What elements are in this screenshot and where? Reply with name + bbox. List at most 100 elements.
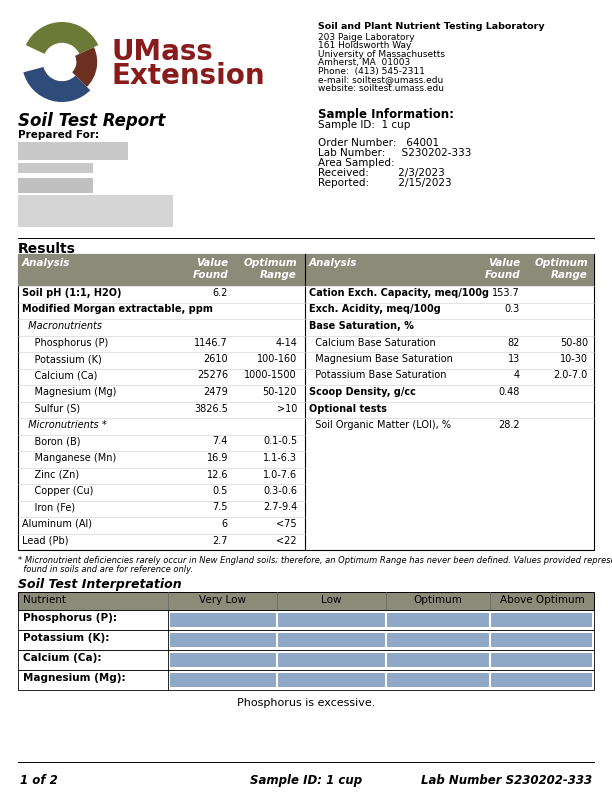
Text: Nutrient: Nutrient: [23, 595, 66, 605]
Text: 6.2: 6.2: [212, 288, 228, 298]
Text: Sample ID: 1 cup: Sample ID: 1 cup: [250, 774, 362, 787]
FancyBboxPatch shape: [18, 254, 305, 286]
Text: Extension: Extension: [112, 62, 266, 90]
Text: Modified Morgan extractable, ppm: Modified Morgan extractable, ppm: [22, 304, 213, 314]
Text: 7.4: 7.4: [212, 436, 228, 447]
FancyBboxPatch shape: [18, 592, 594, 610]
Text: 82: 82: [507, 337, 520, 348]
Text: Soil and Plant Nutrient Testing Laboratory: Soil and Plant Nutrient Testing Laborato…: [318, 22, 545, 31]
Text: e-mail: soiltest@umass.edu: e-mail: soiltest@umass.edu: [318, 75, 443, 85]
Text: Scoop Density, g/cc: Scoop Density, g/cc: [309, 387, 416, 397]
Text: 7.5: 7.5: [212, 502, 228, 512]
Text: Sample Information:: Sample Information:: [318, 108, 454, 121]
Text: Copper (Cu): Copper (Cu): [22, 486, 94, 496]
Text: Macronutrients: Macronutrients: [22, 321, 102, 331]
Text: Received:         2/3/2023: Received: 2/3/2023: [318, 168, 445, 178]
FancyBboxPatch shape: [170, 673, 592, 687]
Text: 100-160: 100-160: [257, 354, 297, 364]
Text: 2479: 2479: [203, 387, 228, 397]
Text: 6: 6: [222, 519, 228, 529]
Text: Exch. Acidity, meq/100g: Exch. Acidity, meq/100g: [309, 304, 441, 314]
Text: Optimum
Range: Optimum Range: [244, 258, 297, 280]
Text: 16.9: 16.9: [207, 453, 228, 463]
Text: Calcium (Ca): Calcium (Ca): [22, 371, 97, 380]
Text: Manganese (Mn): Manganese (Mn): [22, 453, 116, 463]
Text: 0.48: 0.48: [499, 387, 520, 397]
Text: 153.7: 153.7: [492, 288, 520, 298]
Text: 2610: 2610: [203, 354, 228, 364]
FancyBboxPatch shape: [18, 163, 93, 173]
FancyBboxPatch shape: [18, 610, 594, 630]
Text: <22: <22: [277, 535, 297, 546]
Text: 2.0-7.0: 2.0-7.0: [554, 371, 588, 380]
Text: Value
Found: Value Found: [484, 258, 520, 280]
Text: Soil pH (1:1, H2O): Soil pH (1:1, H2O): [22, 288, 122, 298]
FancyBboxPatch shape: [18, 195, 173, 227]
Text: Optimum
Range: Optimum Range: [534, 258, 588, 280]
Text: 0.3: 0.3: [505, 304, 520, 314]
Text: Above Optimum: Above Optimum: [499, 595, 584, 605]
FancyBboxPatch shape: [170, 613, 592, 627]
Wedge shape: [26, 22, 99, 54]
Text: 161 Holdsworth Way: 161 Holdsworth Way: [318, 41, 411, 51]
Text: 1.0-7.6: 1.0-7.6: [263, 470, 297, 479]
Text: 1.1-6.3: 1.1-6.3: [263, 453, 297, 463]
Text: 4-14: 4-14: [275, 337, 297, 348]
Text: Potassium (K):: Potassium (K):: [23, 633, 110, 643]
Text: Boron (B): Boron (B): [22, 436, 81, 447]
Text: Very Low: Very Low: [199, 595, 246, 605]
FancyBboxPatch shape: [18, 630, 594, 650]
Text: Analysis: Analysis: [309, 258, 357, 268]
Text: 12.6: 12.6: [206, 470, 228, 479]
Text: * Micronutrient deficiencies rarely occur in New England soils; therefore, an Op: * Micronutrient deficiencies rarely occu…: [18, 556, 612, 565]
FancyBboxPatch shape: [18, 142, 128, 160]
Text: Reported:         2/15/2023: Reported: 2/15/2023: [318, 178, 452, 188]
Text: Prepared For:: Prepared For:: [18, 130, 99, 140]
Text: UMass: UMass: [112, 38, 214, 66]
Text: 13: 13: [508, 354, 520, 364]
Text: Micronutrients *: Micronutrients *: [22, 420, 106, 430]
Text: 0.1-0.5: 0.1-0.5: [263, 436, 297, 447]
Text: 28.2: 28.2: [498, 420, 520, 430]
Text: Amherst, MA  01003: Amherst, MA 01003: [318, 59, 410, 67]
FancyBboxPatch shape: [170, 633, 592, 647]
Text: Lab Number:     S230202-333: Lab Number: S230202-333: [318, 148, 471, 158]
Text: 1000-1500: 1000-1500: [244, 371, 297, 380]
Text: Phosphorus is excessive.: Phosphorus is excessive.: [237, 698, 375, 708]
Text: 4: 4: [514, 371, 520, 380]
FancyBboxPatch shape: [18, 670, 594, 690]
Text: 25276: 25276: [197, 371, 228, 380]
Text: 10-30: 10-30: [560, 354, 588, 364]
Text: Optional tests: Optional tests: [309, 403, 387, 413]
Text: Optimum: Optimum: [414, 595, 463, 605]
Text: Phosphorus (P):: Phosphorus (P):: [23, 613, 117, 623]
Text: Phosphorus (P): Phosphorus (P): [22, 337, 108, 348]
Wedge shape: [72, 47, 97, 87]
Circle shape: [49, 49, 75, 74]
Text: Base Saturation, %: Base Saturation, %: [309, 321, 414, 331]
Text: Zinc (Zn): Zinc (Zn): [22, 470, 79, 479]
FancyBboxPatch shape: [170, 653, 592, 667]
Text: 2.7: 2.7: [212, 535, 228, 546]
Text: Soil Organic Matter (LOI), %: Soil Organic Matter (LOI), %: [309, 420, 451, 430]
Text: Soil Test Interpretation: Soil Test Interpretation: [18, 578, 182, 591]
Text: Calcium (Ca):: Calcium (Ca):: [23, 653, 102, 663]
Text: 0.5: 0.5: [212, 486, 228, 496]
Text: 50-80: 50-80: [560, 337, 588, 348]
FancyBboxPatch shape: [18, 650, 594, 670]
Text: Magnesium (Mg):: Magnesium (Mg):: [23, 673, 125, 683]
Text: Soil Test Report: Soil Test Report: [18, 112, 165, 130]
Text: Cation Exch. Capacity, meq/100g: Cation Exch. Capacity, meq/100g: [309, 288, 489, 298]
Text: Area Sampled:: Area Sampled:: [318, 158, 395, 168]
Text: <75: <75: [277, 519, 297, 529]
Text: Potassium Base Saturation: Potassium Base Saturation: [309, 371, 447, 380]
Text: 3826.5: 3826.5: [194, 403, 228, 413]
Text: 0.3-0.6: 0.3-0.6: [263, 486, 297, 496]
Text: 1146.7: 1146.7: [194, 337, 228, 348]
Wedge shape: [23, 67, 91, 102]
Text: Value
Found: Value Found: [192, 258, 228, 280]
FancyBboxPatch shape: [18, 178, 93, 193]
Text: Lead (Pb): Lead (Pb): [22, 535, 69, 546]
Text: Low: Low: [321, 595, 341, 605]
FancyBboxPatch shape: [305, 254, 594, 286]
